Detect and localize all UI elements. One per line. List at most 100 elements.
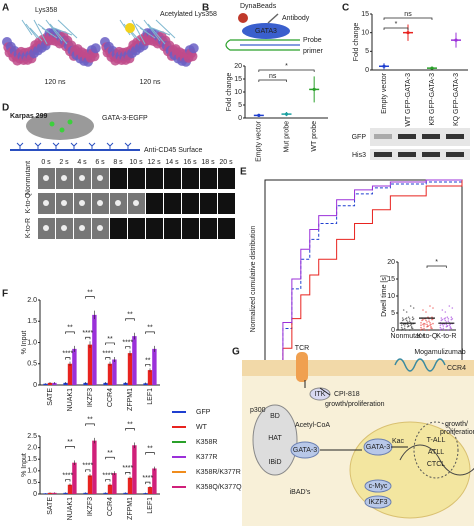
legend-label: WT [196,424,208,431]
diagram-label: Antibody [282,15,310,22]
jitter [422,309,424,311]
significance: ** [127,312,133,319]
frame [146,218,163,239]
bracket [85,469,91,472]
bar [47,492,53,494]
bracket [85,296,95,299]
atom [187,51,198,62]
protein-strand [53,27,73,36]
y-tick-label: 15 [361,11,369,18]
diagram-label: p300 [250,407,266,414]
jitter [450,327,453,330]
protein-strand [139,27,156,39]
significance: ** [67,439,73,446]
frame [218,168,235,189]
bar [123,492,128,494]
x-tick-label: Mut probe [283,121,290,153]
jitter [412,307,415,309]
bar [87,344,93,385]
bar [83,382,88,385]
jitter [449,323,452,326]
antibody [52,142,60,150]
atom [188,43,199,54]
jitter [425,319,427,322]
jitter [451,318,454,320]
x-tick-label: LEF1 [147,497,154,514]
bar [52,382,57,385]
point [454,38,458,42]
panel-label: G [232,347,240,358]
row-label: K-to-Q [25,192,32,213]
jitter [445,321,448,323]
significance: * [285,63,288,70]
band [374,134,392,139]
blot-label: GFP [352,134,367,141]
site-label: Lys358 [35,7,57,14]
frame [200,168,217,189]
point [430,66,434,70]
significance: ** [107,336,113,343]
significance: ns [269,73,277,80]
bracket [383,17,433,20]
x-tick-label: WT GFP-GATA-3 [405,73,412,127]
x-tick-label: K-to-Q [417,333,438,340]
jitter [405,319,408,322]
bar [147,487,153,494]
bar [132,445,137,494]
y-tick-label: 20 [387,259,395,266]
spot [97,200,103,206]
inset-bg [384,252,460,342]
time-label: 14 s [165,159,179,166]
panel-label: D [2,103,9,114]
x-tick-label: IKZF3 [87,388,94,407]
jitter [441,318,444,321]
jitter [424,329,426,331]
protein-strand [33,19,48,45]
blot-label: His3 [352,152,366,159]
frame [164,168,181,189]
p300 [252,404,298,476]
jitter [420,326,422,329]
jitter [411,316,414,319]
frame [182,193,199,214]
y-tick-label: 2.0 [27,444,37,451]
legend-label: K377R [196,454,217,461]
jitter [448,305,451,307]
bar [103,492,108,494]
time-label: 12 s [147,159,161,166]
protein-strand [45,19,63,42]
jitter [426,321,428,323]
protein-strand [41,27,58,39]
bar [52,492,57,494]
jitter [420,324,422,327]
spot [43,175,49,181]
antibody [267,13,279,24]
jitter [432,322,434,325]
bar [67,363,73,385]
time-label: 120 ns [44,79,66,86]
point [257,113,261,117]
significance: ** [147,445,153,452]
bar [87,475,93,494]
bar [103,382,108,385]
jitter [429,305,431,307]
jitter [449,326,452,328]
jitter [405,317,408,319]
y-tick-label: 0 [33,382,37,389]
x-tick-label: CCR4 [107,497,114,516]
time-label: 18 s [201,159,215,166]
legend-label: K358Q/K377Q [196,484,242,491]
y-tick-label: 0.5 [27,361,37,368]
jitter [444,311,447,313]
protein-strand [155,19,176,39]
jitter [412,318,415,320]
diagram-label: GATA3 [255,28,277,35]
y-axis-label: Normalized cumulative distribution [250,226,257,333]
time-label: 16 s [183,159,197,166]
bracket [65,331,75,334]
panel-label: F [2,289,8,300]
y-tick-label: 1.5 [27,456,37,463]
frame [164,193,181,214]
diagram-label: DynaBeads [240,3,277,10]
diagram-label: growth/ [445,421,468,428]
